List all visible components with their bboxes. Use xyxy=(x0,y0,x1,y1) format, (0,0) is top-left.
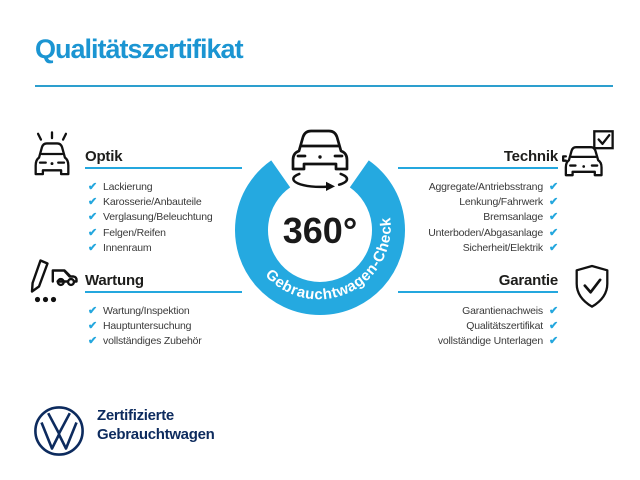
check-icon: ✔ xyxy=(548,211,558,224)
check-icon: ✔ xyxy=(88,211,98,224)
checklist-item-label: Hauptuntersuchung xyxy=(103,320,192,333)
check-icon: ✔ xyxy=(548,335,558,348)
checklist-item-label: Sicherheit/Elektrik xyxy=(462,241,543,254)
vw-logo xyxy=(34,406,84,456)
check-icon: ✔ xyxy=(88,181,98,193)
footer-line1: Zertifizierte xyxy=(97,407,174,424)
rotating-car-icon xyxy=(291,129,349,191)
header-divider xyxy=(35,85,613,87)
checklist-item: Lenkung/Fahrwerk ✔ xyxy=(338,195,558,210)
check-icon: ✔ xyxy=(88,320,98,333)
section-items-technik: Aggregate/Antriebsstrang ✔ Lenkung/Fahrwe… xyxy=(338,180,558,256)
checklist-item-label: Garantienachweis xyxy=(462,305,543,317)
checklist-item-label: Unterboden/Abgasanlage xyxy=(428,226,543,239)
section-rule-optik xyxy=(85,167,242,169)
checklist-item: ✔ Felgen/Reifen xyxy=(88,226,212,241)
checklist-item: Bremsanlage ✔ xyxy=(338,210,558,225)
pencil-car-icon xyxy=(30,259,78,303)
checklist-item-label: Lackierung xyxy=(103,181,153,193)
checklist-item-label: Qualitätszertifikat xyxy=(466,320,543,333)
shield-check-icon xyxy=(575,264,609,308)
check-icon: ✔ xyxy=(548,305,558,317)
section-title-technik: Technik xyxy=(503,148,558,165)
footer-brand-text: Zertifizierte Gebrauchtwagen xyxy=(97,406,215,444)
checklist-item-label: Karosserie/Anbauteile xyxy=(103,196,202,209)
checklist-item: ✔ Lackierung xyxy=(88,180,212,195)
checklist-item: ✔ Wartung/Inspektion xyxy=(88,304,202,319)
checklist-item: ✔ vollständiges Zubehör xyxy=(88,334,202,349)
footer-line2: Gebrauchtwagen xyxy=(97,426,215,443)
checklist-item-label: Bremsanlage xyxy=(483,211,543,224)
check-icon: ✔ xyxy=(548,320,558,333)
checklist-item-label: Innenraum xyxy=(103,241,152,254)
section-items-optik: ✔ Lackierung ✔ Karosserie/Anbauteile ✔ Verg… xyxy=(88,180,213,256)
checklist-item-label: Aggregate/Antriebsstrang xyxy=(428,181,543,193)
checklist-item-label: Felgen/Reifen xyxy=(103,226,166,239)
checklist-item: Aggregate/Antriebsstrang ✔ xyxy=(338,180,559,195)
section-rule-wartung xyxy=(85,291,242,293)
checklist-item: Sicherheit/Elektrik ✔ xyxy=(338,241,558,256)
ring-shape xyxy=(235,160,405,315)
checklist-item: ✔ Hauptuntersuchung xyxy=(88,319,202,334)
section-items-garantie: Garantienachweis ✔ Qualitätszertifikat ✔ v… xyxy=(338,304,558,350)
360-check-badge: Gebrauchtwagen-Check 360° xyxy=(235,129,405,315)
checklist-item-label: vollständiges Zubehör xyxy=(103,335,202,348)
section-rule-technik xyxy=(398,167,558,169)
checklist-item: ✔ Karosserie/Anbauteile xyxy=(88,195,212,210)
checklist-item: Qualitätszertifikat ✔ xyxy=(338,319,558,334)
checklist-item: Unterboden/Abgasanlage ✔ xyxy=(338,226,558,241)
check-icon: ✔ xyxy=(88,226,98,239)
check-icon: ✔ xyxy=(548,226,558,239)
check-icon: ✔ xyxy=(88,305,98,317)
section-rule-garantie xyxy=(398,291,558,293)
car-checkbox-icon xyxy=(562,130,614,177)
check-icon: ✔ xyxy=(88,196,98,209)
checklist-item-label: Verglasung/Beleuchtung xyxy=(103,211,213,224)
checklist-item-label: Wartung/Inspektion xyxy=(103,305,190,317)
car-shine-icon xyxy=(34,131,70,176)
checklist-item: ✔ Verglasung/Beleuchtung xyxy=(88,210,213,225)
checklist-item: vollständige Unterlagen ✔ xyxy=(338,334,558,349)
section-title-optik: Optik xyxy=(85,148,123,165)
checklist-item: ✔ Innenraum xyxy=(88,241,212,256)
check-icon: ✔ xyxy=(548,196,558,209)
checklist-item-label: vollständige Unterlagen xyxy=(437,335,543,348)
check-icon: ✔ xyxy=(548,241,558,254)
page-title: Qualitätszertifikat xyxy=(35,34,244,64)
checklist-item-label: Lenkung/Fahrwerk xyxy=(459,196,543,209)
section-title-garantie: Garantie xyxy=(498,272,558,289)
degree-value: 360° xyxy=(283,210,357,251)
section-items-wartung: ✔ Wartung/Inspektion ✔ Hauptuntersuchung ✔… xyxy=(88,304,202,350)
check-icon: ✔ xyxy=(88,241,98,254)
check-icon: ✔ xyxy=(88,335,98,348)
section-title-wartung: Wartung xyxy=(85,272,144,289)
check-icon: ✔ xyxy=(548,181,558,193)
checklist-item: Garantienachweis ✔ xyxy=(338,304,558,319)
